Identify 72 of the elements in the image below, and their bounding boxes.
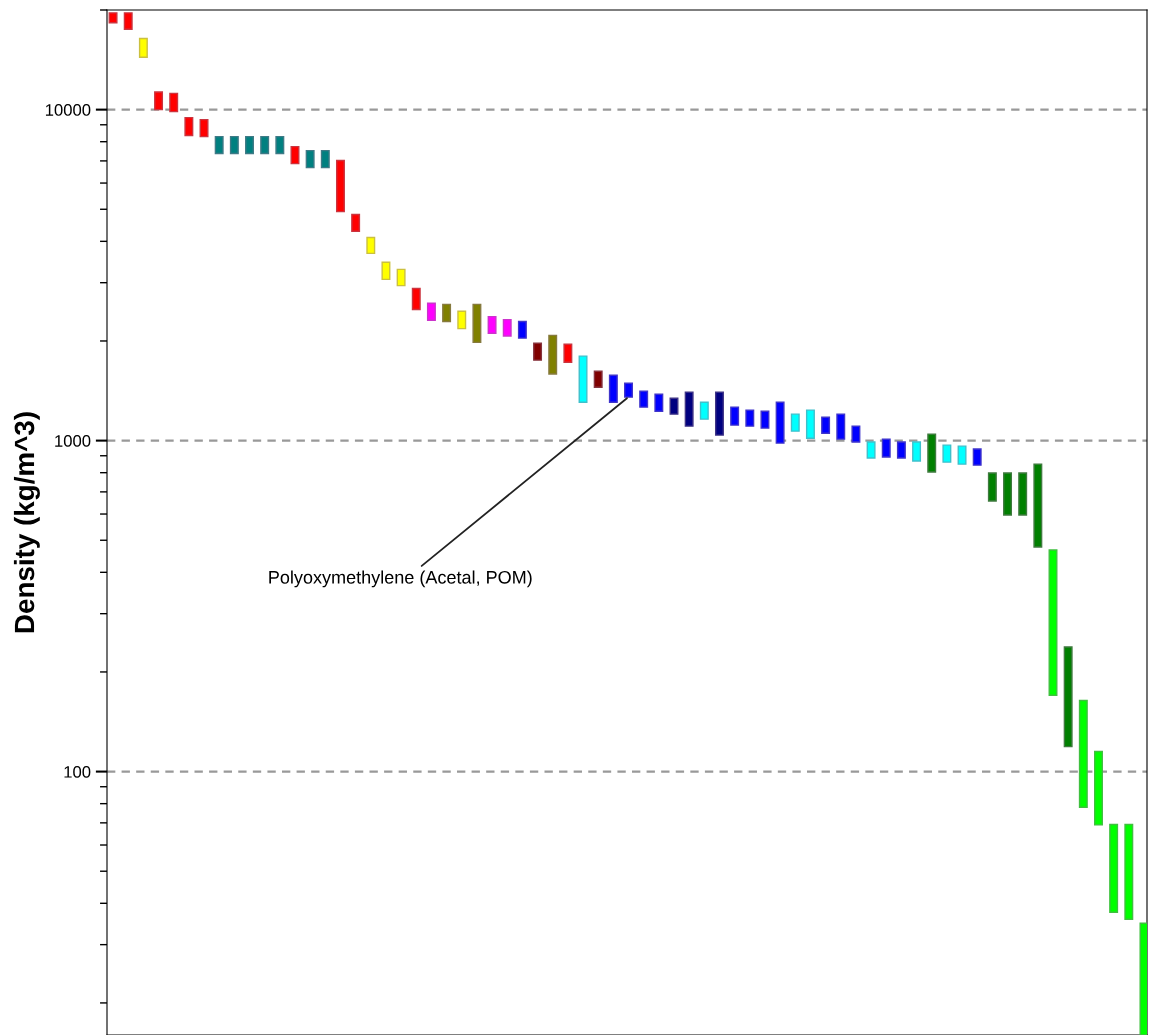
bar <box>351 213 361 232</box>
bar <box>411 287 421 311</box>
bar <box>169 92 179 113</box>
bar <box>442 303 452 323</box>
bar <box>578 355 588 403</box>
bar <box>730 406 740 426</box>
bar <box>184 116 194 137</box>
bar <box>987 472 997 502</box>
bar <box>154 91 164 111</box>
bar <box>229 135 239 155</box>
bar <box>775 401 785 444</box>
bar <box>1033 463 1043 548</box>
bar <box>320 149 330 169</box>
bar <box>108 12 118 24</box>
y-tick-label: 1000 <box>55 435 91 447</box>
bar <box>381 261 391 281</box>
bar <box>517 320 527 339</box>
y-axis-title: Density (kg/m^3) <box>13 412 40 633</box>
bar <box>1139 922 1147 1035</box>
bar <box>1078 699 1088 808</box>
bar <box>426 302 436 321</box>
bar <box>275 135 285 155</box>
bar <box>533 342 543 361</box>
bar <box>821 416 831 434</box>
bar <box>760 410 770 429</box>
bar <box>305 149 315 169</box>
bar <box>1063 646 1073 748</box>
bar <box>366 236 376 255</box>
bar <box>1094 750 1103 826</box>
bar <box>1003 472 1013 516</box>
bar <box>608 374 618 403</box>
bar <box>624 382 634 398</box>
bar <box>699 401 709 420</box>
bar <box>457 310 467 330</box>
bar <box>790 413 800 432</box>
bar <box>942 444 952 463</box>
y-tick-label: 100 <box>64 765 91 778</box>
bar <box>714 391 724 436</box>
bar <box>912 441 922 462</box>
bar <box>1048 549 1058 697</box>
y-tick-label: 10000 <box>45 104 91 116</box>
bar <box>1109 823 1119 913</box>
bar <box>745 409 755 427</box>
bar <box>472 303 482 344</box>
bar <box>502 318 512 337</box>
bar <box>957 445 967 465</box>
bar <box>199 118 209 138</box>
bar <box>881 438 891 458</box>
bar <box>851 425 861 443</box>
bar <box>836 413 846 440</box>
bar <box>593 370 603 388</box>
annotation: Polyoxymethylene (Acetal, POM) <box>269 570 532 588</box>
bar <box>260 135 270 155</box>
bar <box>684 391 694 427</box>
bar <box>138 37 148 58</box>
bar <box>1124 823 1134 920</box>
bar <box>214 135 224 155</box>
bar <box>972 448 982 466</box>
bar <box>487 315 497 334</box>
bar <box>563 343 573 363</box>
bar <box>896 441 906 459</box>
bar <box>335 159 345 213</box>
bar <box>548 334 558 375</box>
bar <box>805 409 815 439</box>
bar <box>639 390 649 408</box>
bar <box>123 12 133 30</box>
bar <box>927 433 937 473</box>
bar <box>866 441 876 459</box>
bar <box>654 393 664 412</box>
bar <box>245 135 254 155</box>
bar <box>1018 472 1028 516</box>
bar <box>396 268 406 287</box>
